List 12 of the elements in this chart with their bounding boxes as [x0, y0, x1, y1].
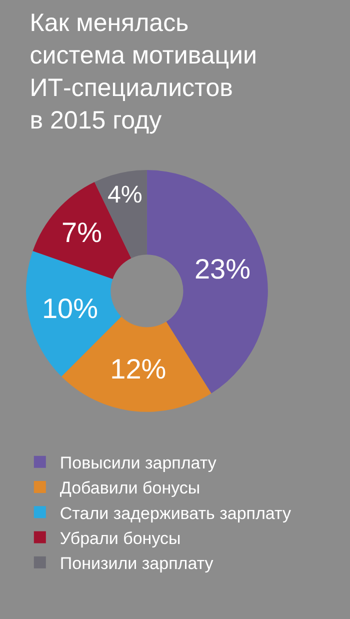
- legend-label: Добавили бонусы: [60, 478, 200, 498]
- donut-slice: [61, 316, 212, 412]
- data-label: 23%: [194, 254, 251, 285]
- legend-label: Повысили зарплату: [60, 454, 217, 473]
- data-label: 7%: [61, 217, 102, 248]
- data-label: 10%: [42, 293, 98, 324]
- chart-title: Как менялась система мотивации ИТ-специалистов в 2015 году: [30, 8, 257, 134]
- data-label: 12%: [110, 354, 166, 385]
- legend-label: Понизили зарплату: [60, 554, 214, 573]
- legend-label: Стали задерживать зарплату: [60, 504, 292, 523]
- data-label: 4%: [107, 182, 142, 209]
- legend-label: Убрали бонусы: [60, 528, 181, 548]
